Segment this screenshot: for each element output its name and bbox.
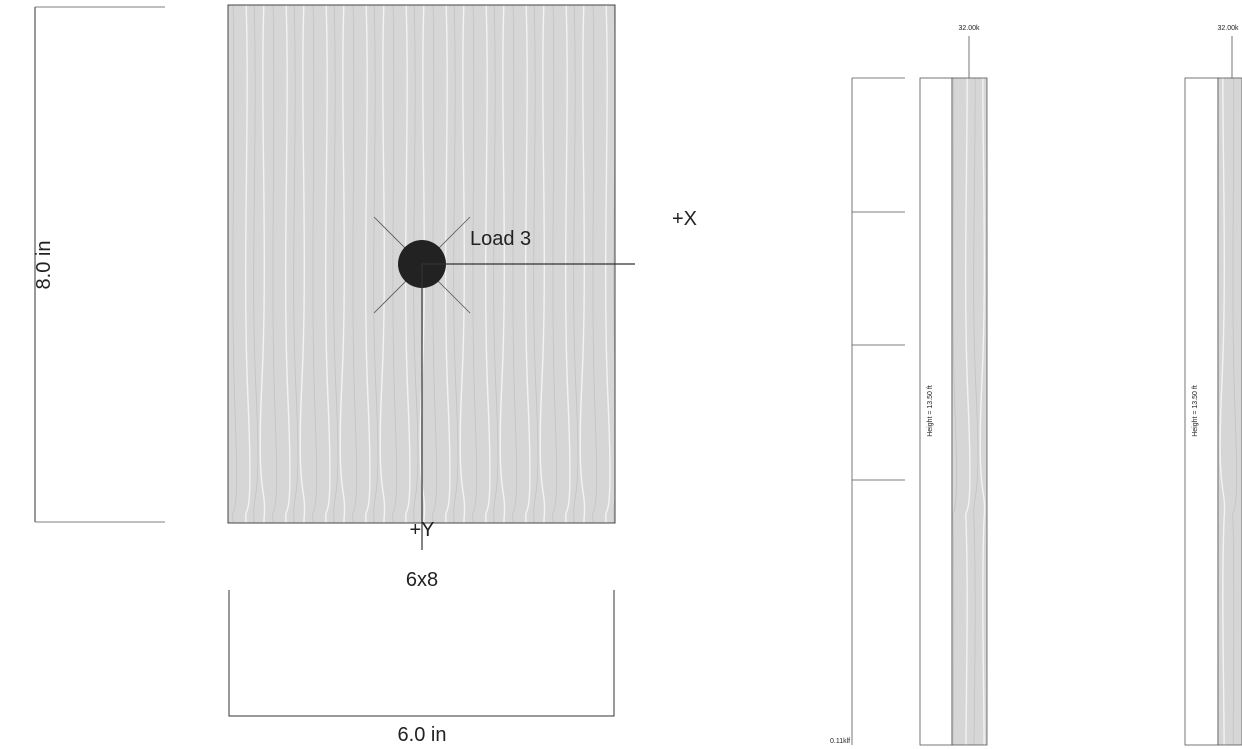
y-axis-label: +Y	[409, 519, 434, 541]
x-axis-label: +X	[672, 208, 697, 230]
distributed-load-label: 0.11klf	[830, 738, 850, 745]
column-height-label: Height = 13.50 ft	[1192, 385, 1199, 437]
section-view: 8.0 in Load 3 +X +Y 6x8 6.0 in	[33, 5, 697, 746]
column-wood	[1218, 78, 1242, 745]
point-load-label: 32.00k	[958, 25, 980, 32]
height-label: 8.0 in	[33, 241, 55, 290]
column-elevation: 32.00k Height = 13.50 ft 0.11klf	[830, 25, 987, 745]
width-dimension	[229, 590, 614, 716]
section-size: 6x8	[406, 569, 438, 591]
column-outline	[920, 78, 952, 745]
point-load-label: 32.00k	[1217, 25, 1239, 32]
diagram: 8.0 in Load 3 +X +Y 6x8 6.0 in 32.00k He…	[0, 0, 1242, 749]
load-label: Load 3	[470, 228, 531, 250]
width-label: 6.0 in	[398, 724, 447, 746]
column-outline	[1185, 78, 1218, 745]
column-wood	[952, 78, 987, 745]
column-height-label: Height = 13.50 ft	[927, 385, 934, 437]
column-elevation: 32.00k Height = 13.50 ft	[1185, 25, 1242, 745]
